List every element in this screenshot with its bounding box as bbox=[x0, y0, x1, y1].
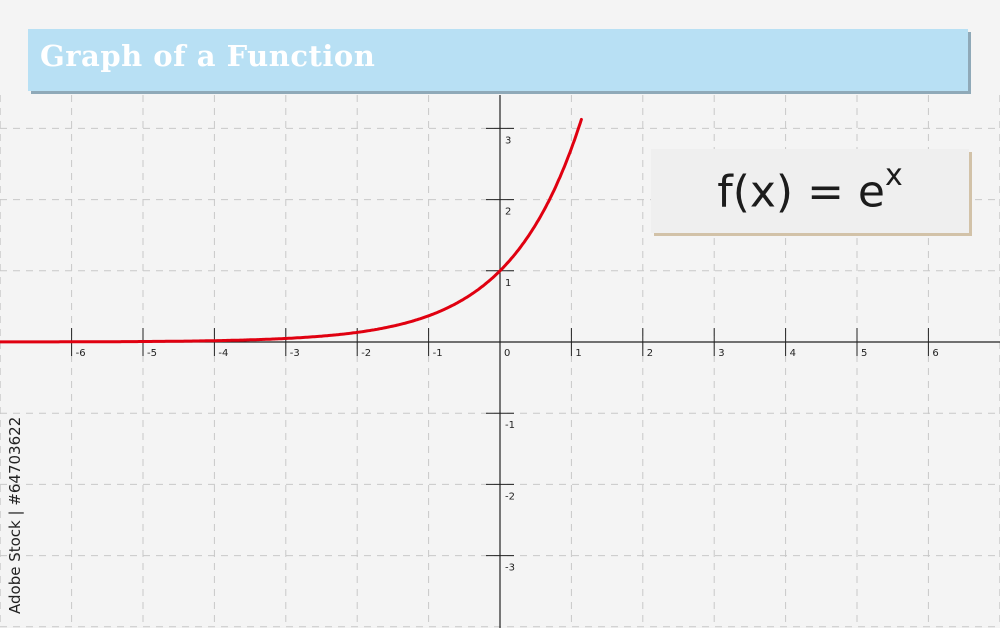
x-tick-label: 6 bbox=[932, 348, 938, 359]
x-tick-label: -4 bbox=[218, 348, 228, 359]
y-tick-label: -2 bbox=[505, 491, 515, 502]
x-tick-label: 5 bbox=[861, 348, 867, 359]
formula-exponent: x bbox=[885, 158, 903, 194]
formula-base: f(x) = e bbox=[717, 166, 885, 218]
x-tick-label: 0 bbox=[504, 348, 510, 359]
x-tick-label: -6 bbox=[76, 348, 86, 359]
y-tick-label: 2 bbox=[505, 207, 511, 218]
function-curve bbox=[0, 117, 583, 344]
y-tick-label: -3 bbox=[505, 563, 515, 574]
y-tick-label: -1 bbox=[505, 420, 515, 431]
x-tick-label: 3 bbox=[718, 348, 724, 359]
x-tick-label: 4 bbox=[790, 348, 796, 359]
x-tick-label: -3 bbox=[290, 348, 300, 359]
y-tick-label: 1 bbox=[505, 278, 511, 289]
x-tick-label: -1 bbox=[433, 348, 443, 359]
y-tick-label: 3 bbox=[505, 135, 511, 146]
x-tick-label: 1 bbox=[575, 348, 581, 359]
x-tick-label: -5 bbox=[147, 348, 157, 359]
formula: f(x) = ex bbox=[717, 158, 903, 218]
x-tick-label: 2 bbox=[647, 348, 653, 359]
title-banner: Graph of a Function bbox=[28, 29, 968, 91]
watermark: Adobe Stock | #64703622 bbox=[6, 416, 24, 614]
formula-box: f(x) = ex bbox=[651, 149, 969, 233]
x-tick-label: -2 bbox=[361, 348, 371, 359]
chart-title: Graph of a Function bbox=[40, 39, 376, 73]
